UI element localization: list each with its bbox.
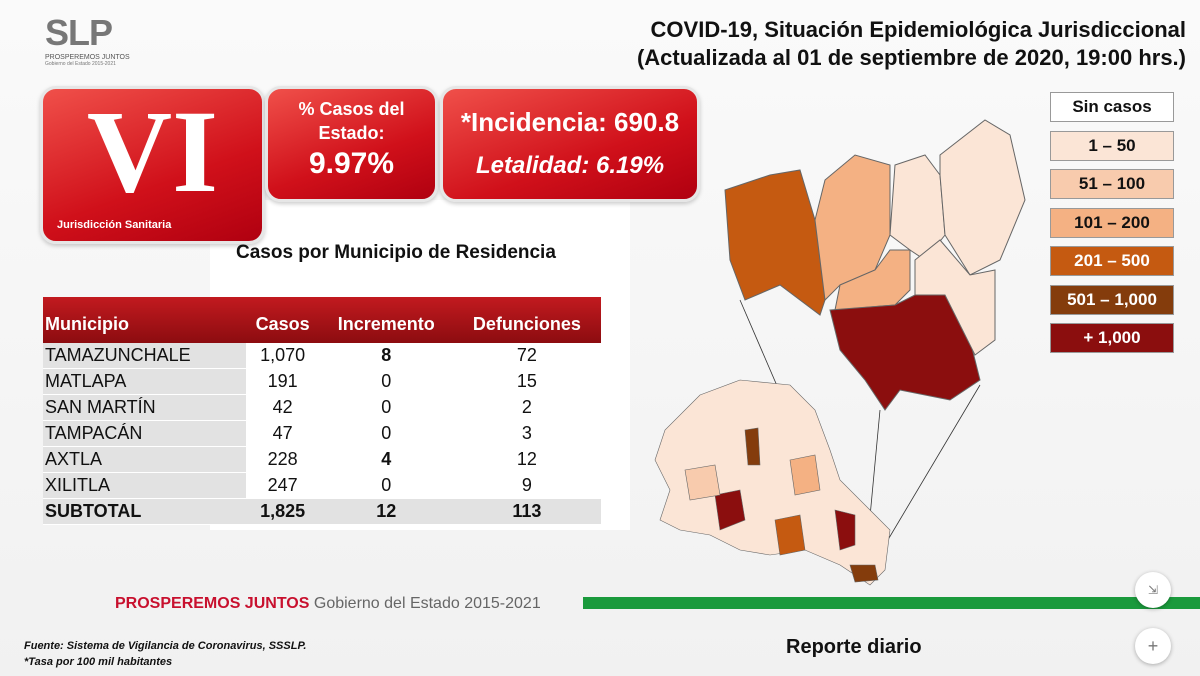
subtotal-row: SUBTOTAL 1,825 12 113	[43, 498, 601, 525]
table-cell: 15	[452, 368, 601, 395]
map-region-east	[914, 239, 996, 356]
table-cell: 0	[319, 472, 453, 499]
state-region	[834, 509, 856, 551]
table-cell: 8	[319, 343, 453, 369]
incidence-card: *Incidencia: 690.8 Letalidad: 6.19%	[440, 86, 700, 202]
table-cell: 72	[452, 343, 601, 369]
table-cell: 0	[319, 394, 453, 421]
legend-item: 101 – 200	[1050, 207, 1174, 238]
table-cell: MATLAPA	[43, 368, 246, 395]
table-cell: 9	[452, 472, 601, 499]
state-region	[774, 514, 806, 556]
state-region	[849, 564, 879, 583]
table-cell: 228	[245, 446, 320, 473]
jurisdiction-map	[654, 119, 1026, 586]
jurisdiction-badge: VI Jurisdicción Sanitaria	[40, 86, 265, 244]
state-region	[744, 427, 761, 466]
slp-logo: SLP PROSPEREMOS JUNTOS Gobierno del Esta…	[45, 12, 130, 67]
table-cell: 2	[452, 394, 601, 421]
table-cell: 1,825	[245, 498, 320, 525]
table-cell: 4	[319, 446, 453, 473]
table-cell: TAMPACÁN	[43, 420, 246, 447]
legend-item: + 1,000	[1050, 323, 1174, 353]
table-cell: TAMAZUNCHALE	[43, 343, 246, 369]
map-region-san-martin	[939, 119, 1026, 276]
table-row: XILITLA 247 0 9	[43, 472, 601, 499]
table-row: AXTLA 228 4 12	[43, 446, 601, 473]
table-row: SAN MARTÍN 42 0 2	[43, 394, 601, 421]
state-map	[654, 379, 891, 586]
green-bar	[583, 597, 1200, 609]
cases-table: Municipio Casos Incremento Defunciones T…	[43, 297, 601, 525]
state-percent-card: % Casos del Estado: 9.97%	[265, 86, 438, 202]
legend-item: 1 – 50	[1050, 130, 1174, 161]
table-cell: 3	[452, 420, 601, 447]
legend-item: 201 – 500	[1050, 246, 1174, 276]
table-cell: 42	[245, 394, 320, 421]
table-cell: SUBTOTAL	[43, 498, 246, 525]
state-region	[714, 489, 746, 531]
table-row: TAMAZUNCHALE 1,070 8 72	[43, 343, 601, 369]
table-cell: 12	[452, 446, 601, 473]
table-cell: 191	[245, 368, 320, 395]
footer-brand: PROSPEREMOS JUNTOS Gobierno del Estado 2…	[115, 595, 541, 612]
table-cell: 0	[319, 368, 453, 395]
table-cell: 47	[245, 420, 320, 447]
table-row: MATLAPA 191 0 15	[43, 368, 601, 395]
table-cell: AXTLA	[43, 446, 246, 473]
report-label: Reporte diario	[786, 636, 922, 658]
table-cell: 1,070	[245, 343, 320, 369]
table-cell: SAN MARTÍN	[43, 394, 246, 421]
table-row: TAMPACÁN 47 0 3	[43, 420, 601, 447]
table-subtitle: Casos por Municipio de Residencia	[236, 242, 556, 263]
state-region	[789, 454, 821, 496]
add-button[interactable]: +	[1135, 628, 1171, 664]
header-casos: Casos	[245, 297, 320, 343]
legend-item: Sin casos	[1050, 92, 1174, 122]
table-cell: 0	[319, 420, 453, 447]
header-defunciones: Defunciones	[452, 297, 601, 343]
map-region-xilitla	[724, 169, 826, 316]
collapse-icon[interactable]: ⇲	[1135, 572, 1171, 608]
table-cell: 12	[319, 498, 453, 525]
map-region-tamazunchale	[829, 294, 981, 411]
state-outline	[654, 379, 891, 586]
state-region	[684, 464, 721, 501]
table-cell: 113	[452, 498, 601, 525]
header-incremento: Incremento	[319, 297, 453, 343]
table-cell: XILITLA	[43, 472, 246, 499]
legend-item: 51 – 100	[1050, 169, 1174, 199]
page-title: COVID-19, Situación Epidemiológica Juris…	[636, 17, 1186, 70]
source-note: Fuente: Sistema de Vigilancia de Coronav…	[24, 640, 307, 668]
header-municipio: Municipio	[43, 297, 246, 343]
legend-item: 501 – 1,000	[1050, 284, 1174, 315]
table-cell: 247	[245, 472, 320, 499]
